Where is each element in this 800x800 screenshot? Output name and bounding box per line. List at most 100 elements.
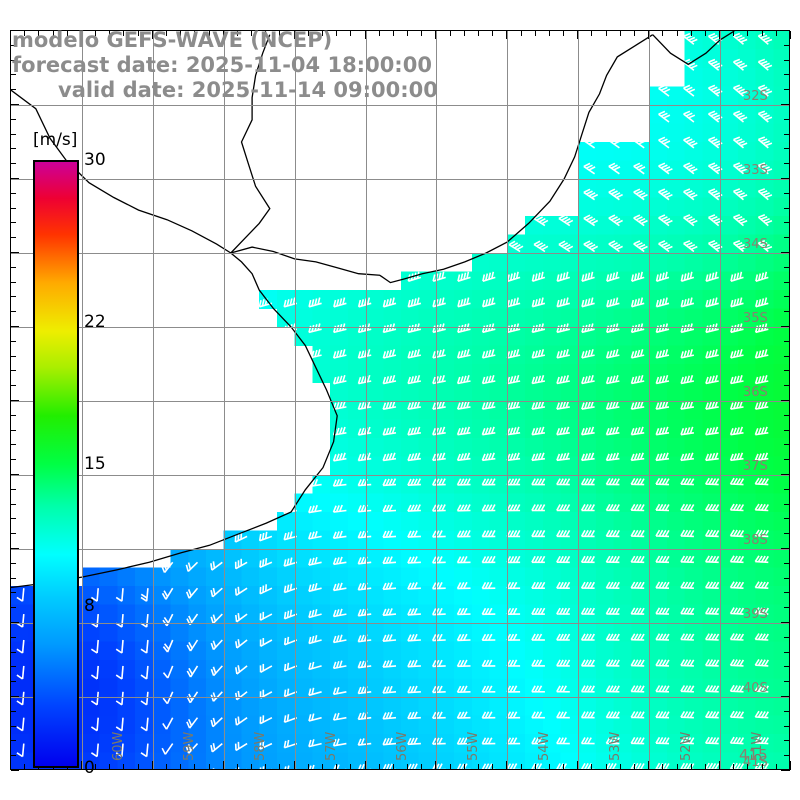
tick-left-major	[11, 770, 19, 771]
tick-bottom-minor	[421, 764, 422, 770]
gridline-horizontal	[11, 401, 789, 402]
tick-left-major	[11, 326, 19, 327]
tick-right-minor	[784, 89, 790, 90]
tick-left-minor	[11, 755, 16, 756]
tick-right-minor	[784, 489, 790, 490]
gridline-vertical	[153, 31, 154, 769]
gridline-horizontal	[11, 697, 789, 698]
tick-top-minor	[591, 31, 592, 36]
tick-bottom-minor	[606, 764, 607, 770]
tick-left-minor	[11, 282, 16, 283]
lat-tick-label: 33S	[743, 163, 768, 178]
tick-right-major	[781, 252, 790, 253]
tick-bottom-minor	[279, 764, 280, 770]
tick-bottom-major	[294, 761, 295, 770]
tick-bottom-minor	[265, 764, 266, 770]
tick-right-minor	[784, 592, 790, 593]
tick-right-major	[781, 696, 790, 697]
tick-left-minor	[11, 222, 16, 223]
tick-top-minor	[53, 31, 54, 36]
tick-top-minor	[691, 31, 692, 36]
tick-bottom-minor	[194, 764, 195, 770]
tick-top-major	[506, 31, 507, 39]
colorbar-gradient	[33, 160, 79, 768]
gridline-vertical	[224, 31, 225, 769]
tick-right-major	[781, 622, 790, 623]
gridline-horizontal	[11, 623, 789, 624]
tick-left-minor	[11, 208, 16, 209]
tick-top-minor	[733, 31, 734, 36]
tick-bottom-major	[435, 761, 436, 770]
tick-top-minor	[450, 31, 451, 36]
tick-top-minor	[620, 31, 621, 36]
tick-right-minor	[784, 637, 790, 638]
tick-right-minor	[784, 681, 790, 682]
gridline-vertical	[366, 31, 367, 769]
tick-bottom-major	[506, 761, 507, 770]
tick-bottom-major	[365, 761, 366, 770]
tick-left-minor	[11, 518, 16, 519]
tick-top-minor	[747, 31, 748, 36]
tick-left-major	[11, 178, 19, 179]
tick-top-major	[365, 31, 366, 39]
tick-bottom-minor	[677, 764, 678, 770]
tick-top-minor	[549, 31, 550, 36]
tick-bottom-minor	[322, 764, 323, 770]
tick-right-major	[781, 400, 790, 401]
lat-tick-label: 32S	[743, 89, 768, 104]
tick-bottom-minor	[180, 764, 181, 770]
gridline-vertical	[295, 31, 296, 769]
tick-right-minor	[784, 430, 790, 431]
tick-top-minor	[662, 31, 663, 36]
tick-right-major	[781, 548, 790, 549]
lat-tick-label: 35S	[743, 311, 768, 326]
tick-left-minor	[11, 740, 16, 741]
tick-left-major	[11, 400, 19, 401]
tick-left-minor	[11, 592, 16, 593]
tick-bottom-major	[10, 761, 11, 770]
tick-top-minor	[606, 31, 607, 36]
tick-top-minor	[322, 31, 323, 36]
tick-bottom-major	[223, 761, 224, 770]
tick-top-minor	[478, 31, 479, 36]
lon-tick-label: 53W	[608, 731, 623, 761]
tick-left-minor	[11, 74, 16, 75]
tick-top-minor	[180, 31, 181, 36]
colorbar-unit-label: [m/s]	[33, 130, 78, 150]
tick-bottom-minor	[24, 764, 25, 770]
map-plot-area[interactable]: 61W60W59W58W57W56W55W54W53W52W51W32S33S3…	[10, 30, 790, 770]
tick-top-minor	[634, 31, 635, 36]
gridline-horizontal	[11, 475, 789, 476]
tick-left-minor	[11, 356, 16, 357]
tick-top-minor	[166, 31, 167, 36]
tick-left-minor	[11, 385, 16, 386]
tick-top-minor	[24, 31, 25, 36]
tick-top-minor	[393, 31, 394, 36]
tick-bottom-minor	[747, 764, 748, 770]
tick-bottom-minor	[521, 764, 522, 770]
tick-top-major	[223, 31, 224, 39]
tick-right-minor	[784, 267, 790, 268]
tick-bottom-minor	[379, 764, 380, 770]
tick-top-minor	[421, 31, 422, 36]
tick-bottom-minor	[492, 764, 493, 770]
tick-left-minor	[11, 711, 16, 712]
tick-right-minor	[784, 193, 790, 194]
colorbar-legend: [m/s] 30 22 15 8 0	[0, 0, 130, 800]
lat-tick-label: 39S	[743, 607, 768, 622]
tick-bottom-minor	[535, 764, 536, 770]
tick-bottom-minor	[776, 764, 777, 770]
tick-left-minor	[11, 652, 16, 653]
tick-right-minor	[784, 356, 790, 357]
gridline-vertical	[578, 31, 579, 769]
tick-left-minor	[11, 237, 16, 238]
tick-right-minor	[784, 222, 790, 223]
tick-left-minor	[11, 45, 16, 46]
tick-bottom-major	[152, 761, 153, 770]
tick-right-minor	[784, 533, 790, 534]
colorbar-tick-15: 15	[84, 454, 106, 474]
map-field-canvas	[11, 31, 789, 769]
tick-right-minor	[784, 208, 790, 209]
tick-bottom-minor	[237, 764, 238, 770]
tick-bottom-major	[790, 761, 791, 770]
